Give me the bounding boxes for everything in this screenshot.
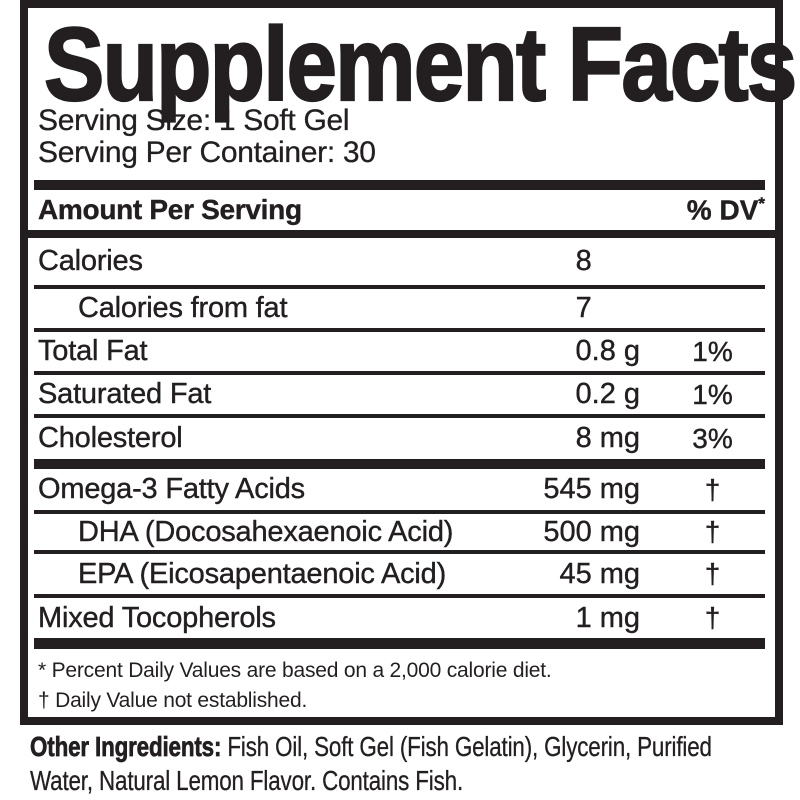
row-divider bbox=[34, 510, 765, 514]
nutrient-name: Omega-3 Fatty Acids bbox=[38, 473, 306, 505]
nutrient-name: DHA (Docosahexaenoic Acid) bbox=[78, 515, 454, 548]
nutrient-dv: † bbox=[704, 558, 721, 589]
nutrient-amount: 1 mg bbox=[575, 601, 640, 634]
footnotes: * Percent Daily Values are based on a 2,… bbox=[38, 656, 775, 716]
servings-per-container: Serving Per Container: 30 bbox=[38, 136, 376, 169]
nutrient-dv bbox=[640, 293, 765, 325]
nutrient-dv: † bbox=[704, 516, 721, 547]
nutrient-amount: 7mg bbox=[575, 292, 592, 324]
serving-info: Serving Size: 1 Soft Gel Serving Per Con… bbox=[38, 104, 775, 169]
dv-asterisk: * bbox=[758, 193, 765, 213]
table-row: Omega-3 Fatty Acids 545 mg † bbox=[28, 469, 775, 510]
nutrient-name: Cholesterol bbox=[38, 422, 183, 454]
table-row: Calories 8mg bbox=[28, 238, 775, 285]
row-divider bbox=[34, 459, 765, 469]
nutrient-amount: 0.2 g bbox=[575, 378, 640, 410]
nutrient-name: Saturated Fat bbox=[38, 378, 212, 410]
nutrient-dv: † bbox=[704, 473, 721, 505]
nutrient-name: Calories from fat bbox=[78, 292, 288, 324]
panel-title: Supplement Facts bbox=[43, 7, 798, 123]
table-header-row: Amount Per Serving % DV* bbox=[28, 190, 775, 238]
nutrient-dv: † bbox=[704, 602, 721, 633]
table-row: Calories from fat 7mg bbox=[28, 289, 775, 328]
table-row: Mixed Tocopherols 1 mg † bbox=[28, 598, 775, 638]
nutrient-amount: 45 mg bbox=[559, 557, 640, 590]
footnote-daily-value: † Daily Value not established. bbox=[38, 689, 308, 712]
nutrient-amount: 8mg bbox=[575, 245, 592, 277]
row-divider bbox=[34, 550, 765, 554]
nutrient-dv: 1% bbox=[692, 335, 733, 367]
row-divider bbox=[34, 371, 765, 375]
table-row: Total Fat 0.8 g 1% bbox=[28, 332, 775, 371]
nutrient-name: EPA (Eicosapentaenoic Acid) bbox=[78, 557, 447, 590]
nutrient-name: Total Fat bbox=[38, 335, 148, 367]
other-ingredients-label: Other Ingredients: bbox=[30, 731, 222, 763]
other-ingredients-text: Fish Oil, Soft Gel (Fish Gelatin), Glyce… bbox=[30, 731, 712, 796]
table-row: Cholesterol 8 mg 3% bbox=[28, 418, 775, 459]
row-divider bbox=[34, 414, 765, 418]
nutrient-dv bbox=[640, 246, 765, 278]
nutrient-amount: 0.8 g bbox=[575, 335, 640, 367]
panel-title-wrap: Supplement Facts bbox=[43, 12, 798, 118]
nutrient-dv: 3% bbox=[692, 422, 733, 454]
percent-dv-header: % DV* bbox=[686, 193, 766, 226]
thick-divider-top bbox=[34, 180, 765, 190]
row-divider bbox=[34, 285, 765, 289]
amount-per-serving-header: Amount Per Serving bbox=[38, 194, 302, 225]
nutrient-name: Calories bbox=[38, 245, 143, 277]
nutrient-dv: 1% bbox=[692, 378, 733, 410]
table-row: EPA (Eicosapentaenoic Acid) 45 mg † bbox=[28, 554, 775, 594]
row-divider bbox=[34, 328, 765, 332]
table-row: Saturated Fat 0.2 g 1% bbox=[28, 375, 775, 414]
nutrient-amount: 545 mg bbox=[543, 473, 640, 505]
nutrient-amount: 500 mg bbox=[543, 515, 640, 548]
nutrient-name: Mixed Tocopherols bbox=[38, 601, 276, 634]
table-row: DHA (Docosahexaenoic Acid) 500 mg † bbox=[28, 514, 775, 550]
other-ingredients: Other Ingredients: Fish Oil, Soft Gel (F… bbox=[30, 730, 750, 798]
supplement-facts-panel: Supplement Facts Serving Size: 1 Soft Ge… bbox=[20, 0, 798, 725]
row-divider bbox=[34, 594, 765, 598]
serving-size: Serving Size: 1 Soft Gel bbox=[38, 104, 350, 137]
thick-divider-bottom bbox=[34, 638, 765, 649]
footnote-percent-dv: * Percent Daily Values are based on a 2,… bbox=[38, 659, 552, 682]
nutrient-table: Calories 8mg Calories from fat 7mg Total… bbox=[28, 238, 775, 638]
